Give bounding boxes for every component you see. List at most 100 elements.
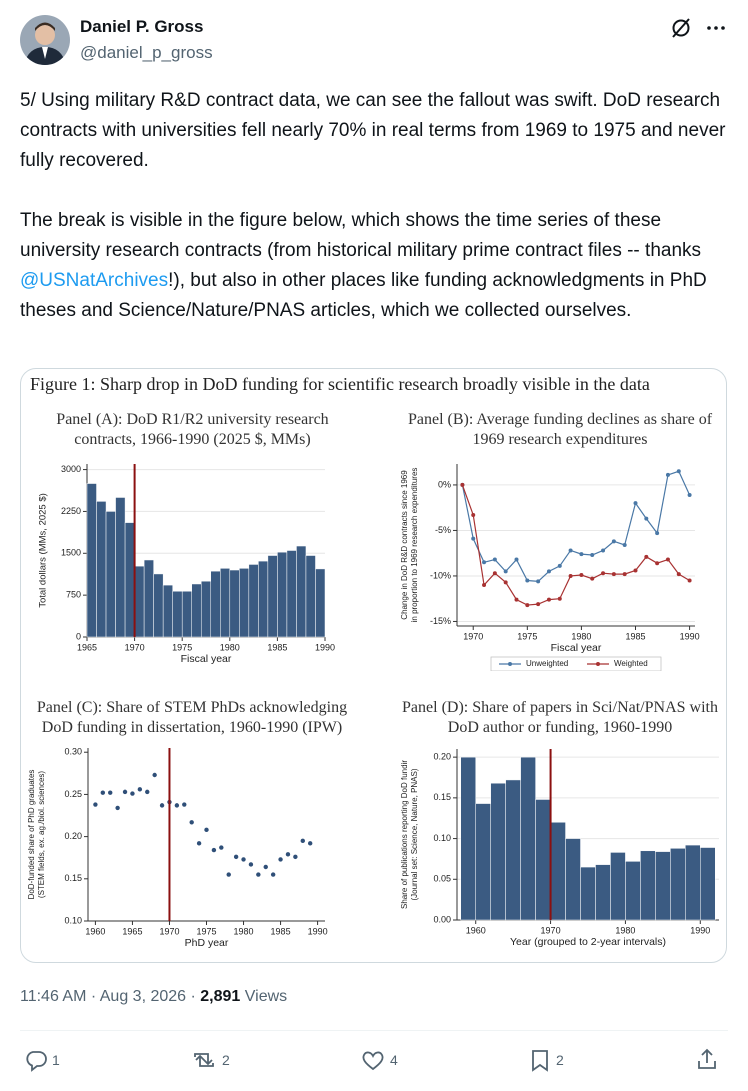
- marker: [568, 548, 573, 553]
- bar: [105, 511, 116, 638]
- x-tick-label: 1960: [85, 926, 105, 936]
- avatar[interactable]: [20, 15, 70, 65]
- bar: [143, 559, 154, 638]
- repost-count: 2: [222, 1052, 230, 1068]
- line: [461, 470, 691, 583]
- x-tick-label: 1975: [517, 631, 537, 641]
- divider: [20, 1030, 728, 1031]
- bar: [670, 848, 686, 921]
- y-axis-label: Change in DoD R&D contracts since 1969: [400, 470, 409, 620]
- marker: [471, 536, 476, 541]
- point: [130, 791, 135, 796]
- panel: Panel (C): Share of STEM PhDs acknowledg…: [22, 698, 362, 964]
- chart: 0 750 1500 2250 3000 1965 1970 1975 1980 1985 1990…: [38, 464, 336, 665]
- line: [461, 484, 690, 606]
- y-tick-label: -15%: [430, 616, 451, 626]
- point: [278, 857, 283, 862]
- figure-frame[interactable]: [20, 368, 727, 963]
- bar: [267, 555, 278, 638]
- point: [270, 872, 276, 877]
- repost-button[interactable]: 2: [190, 1047, 230, 1073]
- x-tick-label: 1960: [466, 925, 486, 935]
- bar: [595, 864, 611, 921]
- x-tick-label: 1990: [308, 926, 328, 936]
- chart: 0.00 0.05 0.10 0.15 0.20 1960 1970 1980 1990 Year…: [400, 749, 719, 948]
- marker: [579, 573, 584, 578]
- point: [159, 803, 165, 808]
- bar: [277, 551, 288, 638]
- like-button[interactable]: 4: [360, 1047, 398, 1073]
- tweet-text: 5/ Using military R&D contract data, we …: [20, 86, 732, 356]
- y-tick-label: 0.30: [64, 747, 82, 757]
- point: [226, 872, 231, 877]
- y-axis-label: Share of publications reporting DoD fund…: [400, 760, 409, 909]
- author-handle[interactable]: @daniel_p_gross: [80, 43, 213, 62]
- bar: [181, 590, 192, 638]
- bar: [229, 569, 240, 638]
- reply-count: 1: [52, 1052, 60, 1068]
- bar: [565, 838, 581, 921]
- point: [93, 802, 98, 807]
- y-tick-label: 0%: [438, 479, 451, 489]
- point: [196, 841, 202, 846]
- marker: [611, 572, 616, 577]
- bar: [172, 590, 183, 638]
- bar: [200, 580, 212, 638]
- bar: [685, 844, 701, 921]
- x-tick-label: 1980: [234, 926, 254, 936]
- timestamp[interactable]: 11:46 AM · Aug 3, 2026 ·: [20, 988, 196, 1005]
- bar: [315, 568, 326, 638]
- point: [256, 872, 261, 877]
- marker: [514, 597, 519, 602]
- point: [115, 805, 120, 811]
- marker: [557, 596, 562, 601]
- bar: [550, 822, 566, 921]
- like-icon: [362, 1051, 384, 1071]
- bar: [460, 756, 476, 921]
- grok-icon[interactable]: [670, 17, 692, 39]
- bar: [490, 782, 506, 921]
- bookmark-button[interactable]: 2: [528, 1047, 564, 1073]
- point: [122, 789, 128, 795]
- bar: [162, 584, 173, 638]
- bar: [655, 851, 671, 921]
- x-axis-label: Year (grouped to 2-year intervals): [510, 936, 666, 948]
- point: [100, 790, 106, 795]
- bar: [625, 861, 641, 921]
- point: [189, 820, 194, 825]
- more-icon[interactable]: [705, 20, 727, 36]
- marker: [665, 557, 670, 562]
- point: [211, 847, 217, 853]
- legend-swatch: [508, 662, 512, 666]
- marker: [633, 568, 638, 573]
- mention-link[interactable]: @USNatArchives: [20, 270, 169, 291]
- point: [219, 845, 224, 850]
- views-label: Views: [244, 988, 288, 1005]
- y-tick-label: 0.25: [64, 789, 82, 799]
- y-axis-label: in proportion to 1969 research expenditu…: [410, 468, 419, 623]
- x-tick-label: 1970: [541, 925, 561, 935]
- bookmark-icon: [532, 1050, 548, 1072]
- bar: [258, 560, 269, 638]
- reply-icon: [26, 1051, 47, 1072]
- marker: [503, 569, 508, 574]
- point: [182, 802, 187, 807]
- view-count: 2,891: [200, 988, 241, 1005]
- marker: [590, 576, 595, 581]
- chart: 0% -5% -10% -15% 1970 1975 1980 1985 1990 Fiscal …: [400, 464, 700, 672]
- tweet-meta: 11:46 AM · Aug 3, 2026 · 2,891 Views: [20, 988, 287, 1006]
- marker: [676, 469, 681, 474]
- share-button[interactable]: [695, 1047, 719, 1071]
- author-name[interactable]: Daniel P. Gross: [80, 17, 204, 36]
- point: [241, 857, 246, 862]
- y-tick-label: 0.15: [64, 873, 82, 883]
- x-axis-label: Fiscal year: [551, 642, 602, 654]
- point: [152, 772, 157, 778]
- x-tick-label: 1980: [615, 925, 635, 935]
- bar: [191, 583, 202, 638]
- marker: [644, 516, 649, 521]
- bar: [520, 756, 536, 921]
- y-tick-label: -5%: [435, 525, 451, 535]
- reply-button[interactable]: 1: [24, 1047, 60, 1073]
